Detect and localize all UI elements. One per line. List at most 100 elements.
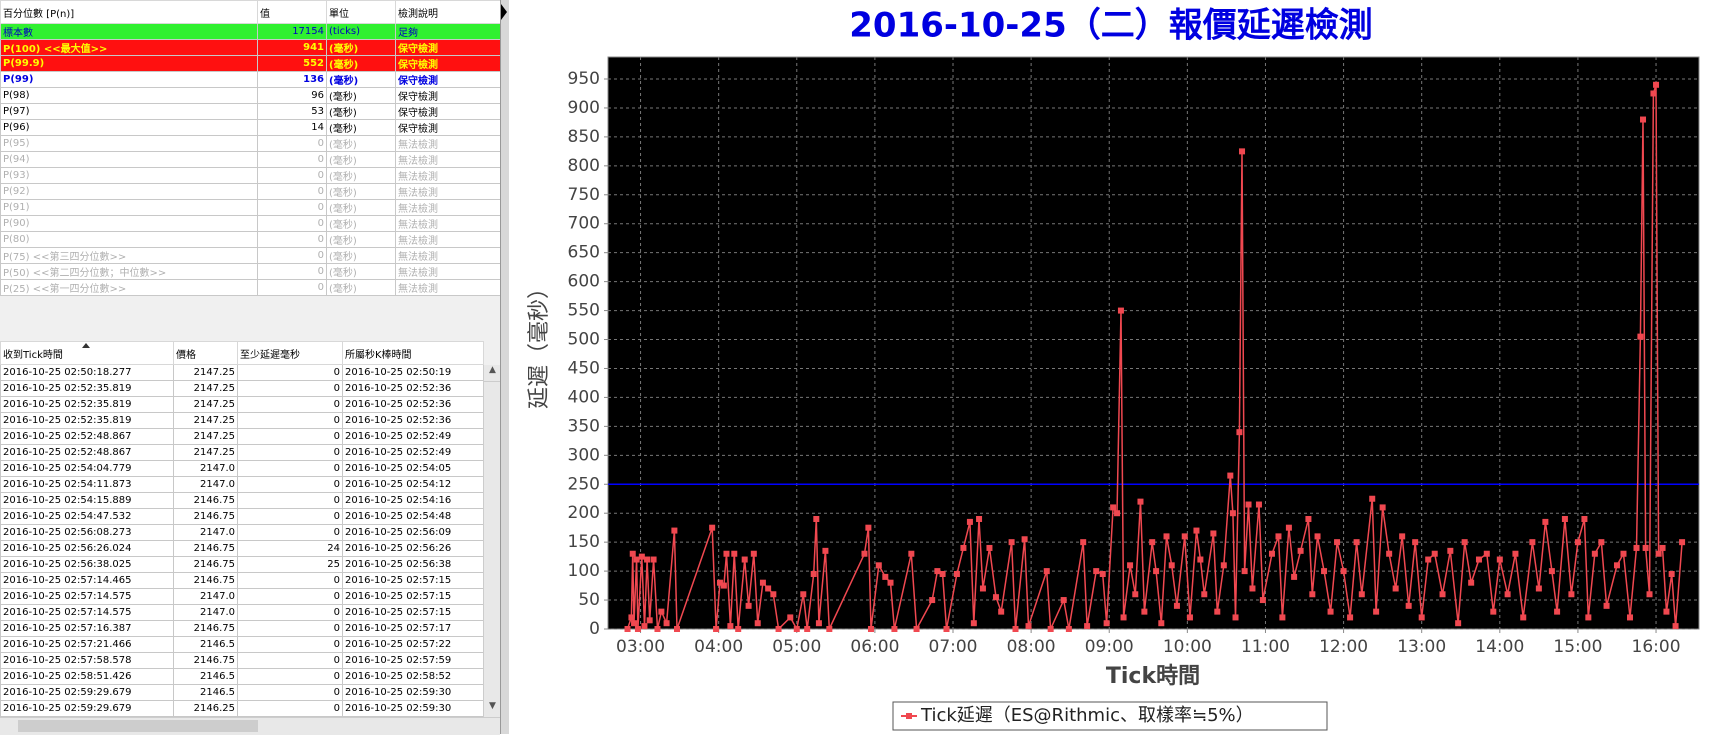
data-point: [713, 626, 720, 632]
cell: 941: [257, 39, 327, 56]
y-tick-label: 350: [568, 416, 600, 436]
data-point: [1496, 556, 1503, 563]
cell: 0: [237, 636, 343, 653]
cell: 24: [237, 540, 343, 557]
cell: (毫秒): [326, 279, 396, 296]
cell: 2147.25: [173, 412, 238, 429]
data-point: [1149, 539, 1156, 546]
data-point: [1642, 544, 1649, 551]
data-point: [1585, 614, 1592, 621]
cell: 0: [257, 135, 327, 152]
table-row: 2016-10-25 02:59:29.679 2146.5 0 2016-10-25…: [0, 684, 484, 701]
x-axis-label: Tick時間: [1106, 664, 1200, 689]
x-tick-label: 05:00: [772, 637, 821, 657]
cell: 2016-10-25 02:57:17: [342, 620, 484, 637]
vertical-scrollbar[interactable]: ▲ ▼: [483, 365, 501, 717]
cell: 2016-10-25 02:54:04.779: [0, 460, 174, 477]
legend-marker: [906, 713, 912, 719]
data-point: [1548, 568, 1555, 575]
cell: (毫秒): [326, 183, 396, 200]
data-point: [1214, 608, 1221, 615]
data-point: [1504, 591, 1511, 598]
data-point: [1650, 90, 1657, 97]
cell: 保守檢測: [395, 119, 501, 136]
data-point: [815, 620, 822, 627]
cell: 2146.75: [173, 492, 238, 509]
data-point: [1099, 571, 1106, 577]
y-tick-label: 200: [568, 503, 600, 523]
data-point: [929, 597, 936, 604]
cell: 0: [237, 652, 343, 669]
x-tick-label: 08:00: [1007, 637, 1056, 657]
x-tick-label: 11:00: [1241, 637, 1290, 657]
cell: 0: [257, 263, 327, 280]
data-point: [1520, 614, 1527, 621]
cell: (毫秒): [326, 87, 396, 104]
data-point: [986, 544, 993, 551]
chart: 2016-10-25（二）報價延遲檢測 延遲（毫秒） Tick時間 0 50 100…: [527, 6, 1700, 731]
data-point: [663, 620, 670, 627]
data-point: [1321, 568, 1328, 575]
cell: 0: [237, 476, 343, 493]
data-point: [709, 524, 716, 531]
cell: P(95): [0, 135, 258, 152]
table-row: P(50) <<第二四分位數；中位數>> 0 (毫秒) 無法檢測: [0, 263, 501, 280]
splitter[interactable]: [500, 0, 509, 734]
data-point: [1405, 602, 1412, 609]
data-point: [1679, 539, 1686, 546]
table-row: 2016-10-25 02:56:26.024 2146.75 24 2016-10-…: [0, 540, 484, 557]
data-point: [966, 518, 973, 525]
data-point: [1633, 544, 1640, 551]
data-point: [1297, 547, 1304, 554]
data-point: [960, 544, 967, 551]
cell: P(100) <<最大值>>: [0, 39, 258, 56]
data-point: [1663, 608, 1670, 615]
data-point: [943, 626, 950, 632]
data-point: [650, 556, 657, 563]
data-point: [1340, 568, 1347, 575]
cell: 0: [237, 444, 343, 461]
data-point: [1490, 608, 1497, 615]
data-point: [1210, 530, 1217, 537]
cell: 0: [237, 604, 343, 621]
table-row: 2016-10-25 02:56:08.273 2147.0 0 2016-10-25…: [0, 524, 484, 541]
cell: 2147.25: [173, 444, 238, 461]
data-point: [861, 550, 868, 557]
cell: 0: [237, 588, 343, 605]
data-point: [638, 553, 645, 560]
y-tick-label: 600: [568, 272, 600, 292]
cell: (毫秒): [326, 167, 396, 184]
data-point: [723, 550, 730, 557]
cell: 保守檢測: [395, 103, 501, 120]
chart-title: 2016-10-25（二）報價延遲檢測: [849, 6, 1372, 46]
cell: 保守檢測: [395, 55, 501, 72]
data-point: [882, 573, 889, 580]
horizontal-scrollbar[interactable]: [0, 717, 500, 735]
cell: (ticks): [326, 23, 396, 40]
y-tick-label: 750: [568, 185, 600, 205]
column-header: 值: [257, 0, 327, 24]
cell: 2016-10-25 02:56:38.025: [0, 556, 174, 573]
data-point: [934, 568, 941, 575]
cell: P(25) <<第一四分位數>>: [0, 279, 258, 296]
data-point: [1455, 620, 1462, 627]
data-point: [1447, 547, 1454, 554]
cell: 2147.25: [173, 428, 238, 445]
cell: 96: [257, 87, 327, 104]
cell: (毫秒): [326, 215, 396, 232]
table-row: 2016-10-25 02:57:21.466 2146.5 0 2016-10-25…: [0, 636, 484, 653]
cell: 2016-10-25 02:52:49: [342, 444, 484, 461]
cell: 2016-10-25 02:57:14.465: [0, 572, 174, 589]
cell: 無法檢測: [395, 183, 501, 200]
cell: 無法檢測: [395, 167, 501, 184]
column-header: 價格: [173, 341, 238, 365]
table-row: 2016-10-25 02:54:15.889 2146.75 0 2016-10-2…: [0, 492, 484, 509]
table-row: 2016-10-25 02:57:58.578 2146.75 0 2016-10-2…: [0, 652, 484, 669]
cell: 0: [237, 668, 343, 685]
cell: 2016-10-25 02:54:16: [342, 492, 484, 509]
data-point: [646, 617, 653, 624]
cell: 2016-10-25 02:56:09: [342, 524, 484, 541]
data-point: [1399, 533, 1406, 540]
cell: 2147.0: [173, 476, 238, 493]
table-row: P(92) 0 (毫秒) 無法檢測: [0, 183, 501, 200]
